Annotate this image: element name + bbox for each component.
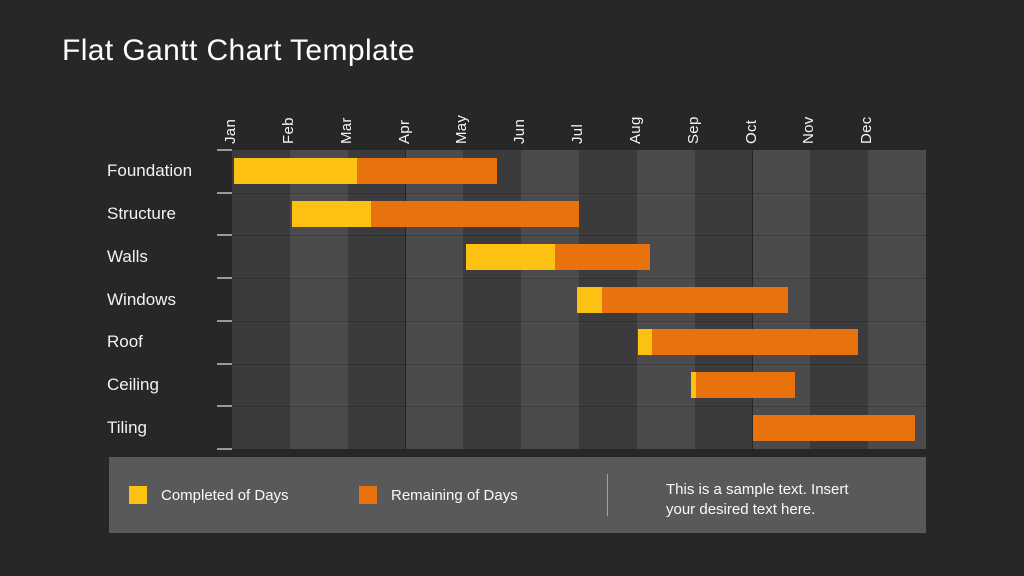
row-gridline <box>232 278 926 280</box>
bar-remaining-structure <box>371 201 579 228</box>
bar-remaining-ceiling <box>696 371 795 398</box>
bar-completed-windows <box>576 286 603 313</box>
axis-tick <box>217 149 232 151</box>
row-gridline <box>232 235 926 237</box>
month-column-dec <box>868 150 926 449</box>
row-gridline <box>232 406 926 408</box>
month-label-jul: Jul <box>569 123 586 144</box>
month-column-jan <box>232 150 290 449</box>
bar-completed-walls <box>465 243 555 270</box>
bar-completed-roof <box>637 329 653 356</box>
task-label-walls: Walls <box>107 246 148 266</box>
month-label-apr: Apr <box>395 119 413 144</box>
legend-swatch-icon <box>129 486 147 504</box>
legend-item: Remaining of Days <box>359 457 518 533</box>
legend-panel: Completed of Days Remaining of Days This … <box>109 457 926 533</box>
legend-divider <box>607 474 608 516</box>
month-column-feb <box>289 150 348 449</box>
legend-note-line2: your desired text here. <box>666 501 816 518</box>
task-label-structure: Structure <box>107 204 176 224</box>
axis-tick <box>217 191 232 194</box>
task-label-foundation: Foundation <box>107 161 193 181</box>
axis-tick <box>217 277 232 280</box>
task-label-ceiling: Ceiling <box>107 374 159 394</box>
axis-tick <box>217 405 232 408</box>
month-label-jan: Jan <box>222 118 239 144</box>
axis-tick <box>217 448 232 450</box>
month-label-may: May <box>453 114 471 144</box>
row-gridline <box>232 363 926 365</box>
legend-label: Remaining of Days <box>391 486 518 504</box>
axis-tick <box>217 362 232 365</box>
month-label-mar: Mar <box>337 117 355 144</box>
month-label-oct: Oct <box>742 119 760 144</box>
month-label-jun: Jun <box>511 118 529 144</box>
legend-swatch-icon <box>359 486 377 504</box>
axis-tick <box>217 319 232 322</box>
month-column-apr <box>405 150 464 449</box>
month-label-feb: Feb <box>279 117 297 144</box>
row-gridline <box>232 192 926 194</box>
bar-remaining-windows <box>602 286 788 313</box>
bar-completed-structure <box>291 201 372 228</box>
bar-completed-foundation <box>233 158 357 185</box>
bar-remaining-walls <box>554 243 650 270</box>
month-label-sep: Sep <box>684 116 702 144</box>
task-label-windows: Windows <box>107 289 176 309</box>
month-label-nov: Nov <box>800 116 818 144</box>
legend-note: This is a sample text. Insert your desir… <box>666 480 849 520</box>
month-column-jun <box>521 150 579 449</box>
bar-remaining-roof <box>652 329 859 356</box>
task-label-tiling: Tiling <box>107 417 147 437</box>
row-gridline <box>232 320 926 322</box>
bar-completed-ceiling <box>690 371 697 398</box>
legend-item: Completed of Days <box>129 457 289 533</box>
task-label-roof: Roof <box>107 332 143 352</box>
page-title: Flat Gantt Chart Template <box>62 34 415 67</box>
month-column-nov <box>810 150 869 449</box>
legend-note-line1: This is a sample text. Insert <box>666 481 849 498</box>
month-label-aug: Aug <box>626 116 644 144</box>
legend-label: Completed of Days <box>161 486 289 504</box>
month-column-may <box>463 150 522 449</box>
month-column-mar <box>347 150 406 449</box>
bar-remaining-tiling <box>753 414 915 441</box>
axis-tick <box>217 234 232 237</box>
bar-remaining-foundation <box>356 158 497 185</box>
month-label-dec: Dec <box>858 116 876 144</box>
